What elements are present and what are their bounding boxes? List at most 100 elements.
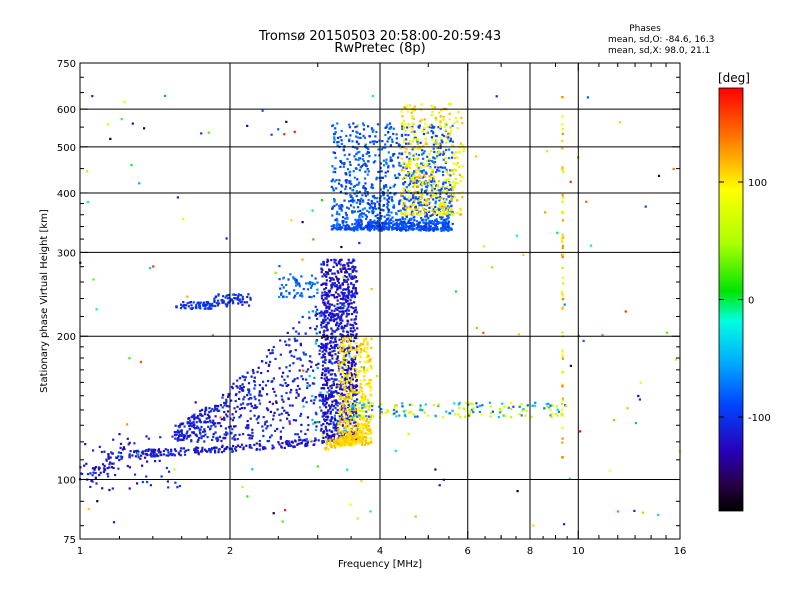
data-point <box>348 373 351 376</box>
data-point <box>348 200 351 203</box>
data-point <box>426 193 429 196</box>
data-point <box>564 405 567 408</box>
data-point <box>454 290 458 293</box>
data-point <box>309 355 312 358</box>
data-point <box>334 444 337 447</box>
data-point <box>336 299 339 302</box>
data-point <box>305 282 308 285</box>
data-point <box>208 411 211 414</box>
data-point <box>335 225 338 228</box>
data-point <box>330 354 333 357</box>
data-point <box>197 414 200 418</box>
data-point <box>332 380 335 383</box>
data-point <box>348 349 351 352</box>
data-point <box>422 162 425 166</box>
data-point <box>186 421 189 424</box>
data-point <box>296 377 299 380</box>
data-point <box>364 194 367 197</box>
data-point <box>307 368 310 371</box>
data-point <box>340 139 343 142</box>
data-point <box>331 314 334 317</box>
data-point <box>443 229 446 232</box>
data-point <box>258 443 261 446</box>
data-point <box>360 423 363 426</box>
data-point <box>349 379 352 382</box>
data-point <box>561 128 564 131</box>
data-point <box>352 387 355 390</box>
data-point <box>423 411 426 414</box>
data-point <box>150 450 153 453</box>
data-point <box>366 191 369 194</box>
data-point <box>434 166 437 169</box>
data-point <box>465 409 468 412</box>
data-point <box>336 288 339 291</box>
data-point <box>217 299 220 302</box>
data-point <box>440 109 443 112</box>
data-point <box>290 388 293 392</box>
data-point <box>355 422 358 426</box>
data-point <box>299 342 302 345</box>
data-point <box>374 135 377 138</box>
data-point <box>452 172 455 175</box>
data-point <box>189 424 192 427</box>
data-point <box>179 434 182 437</box>
data-point <box>208 306 211 309</box>
data-point <box>261 109 264 112</box>
data-point <box>341 366 344 369</box>
data-point <box>364 182 367 185</box>
data-point <box>365 438 368 441</box>
data-point <box>221 396 224 399</box>
data-point <box>331 337 334 340</box>
data-point <box>634 422 637 425</box>
data-point <box>421 180 424 183</box>
data-point <box>250 375 253 378</box>
data-point <box>288 291 291 294</box>
data-point <box>256 370 259 374</box>
data-point <box>361 435 364 438</box>
data-point <box>419 147 422 150</box>
data-point <box>376 213 379 216</box>
data-point <box>347 278 350 281</box>
data-point <box>395 415 398 418</box>
data-point <box>390 198 393 201</box>
data-point <box>482 331 485 334</box>
data-point <box>323 377 326 380</box>
data-point <box>444 205 447 208</box>
data-point <box>214 425 217 428</box>
data-point <box>446 225 449 229</box>
data-point <box>468 402 471 405</box>
data-point <box>91 480 94 483</box>
data-point <box>324 419 328 422</box>
data-point <box>414 197 417 200</box>
data-point <box>445 212 448 215</box>
data-point <box>369 207 372 210</box>
data-point <box>349 390 352 393</box>
data-point <box>417 176 420 179</box>
data-point <box>294 419 298 422</box>
data-point <box>457 110 460 114</box>
data-point <box>341 371 344 374</box>
data-point <box>449 188 452 191</box>
data-point <box>333 151 336 155</box>
data-point <box>107 123 110 126</box>
data-point <box>213 299 216 302</box>
y-tick-label: 200 <box>57 332 76 343</box>
data-point <box>179 307 183 310</box>
data-point <box>189 434 192 437</box>
data-point <box>379 166 382 169</box>
data-point <box>409 159 412 162</box>
data-point <box>344 211 347 214</box>
data-point <box>402 207 405 210</box>
data-point <box>427 190 430 193</box>
data-point <box>254 406 257 409</box>
data-point <box>339 165 342 168</box>
data-point <box>377 170 380 173</box>
data-point <box>337 228 340 231</box>
data-point <box>305 378 308 381</box>
data-point <box>363 226 367 229</box>
data-point <box>354 442 357 445</box>
data-point <box>449 183 452 186</box>
data-point <box>569 180 572 183</box>
data-point <box>329 373 332 376</box>
